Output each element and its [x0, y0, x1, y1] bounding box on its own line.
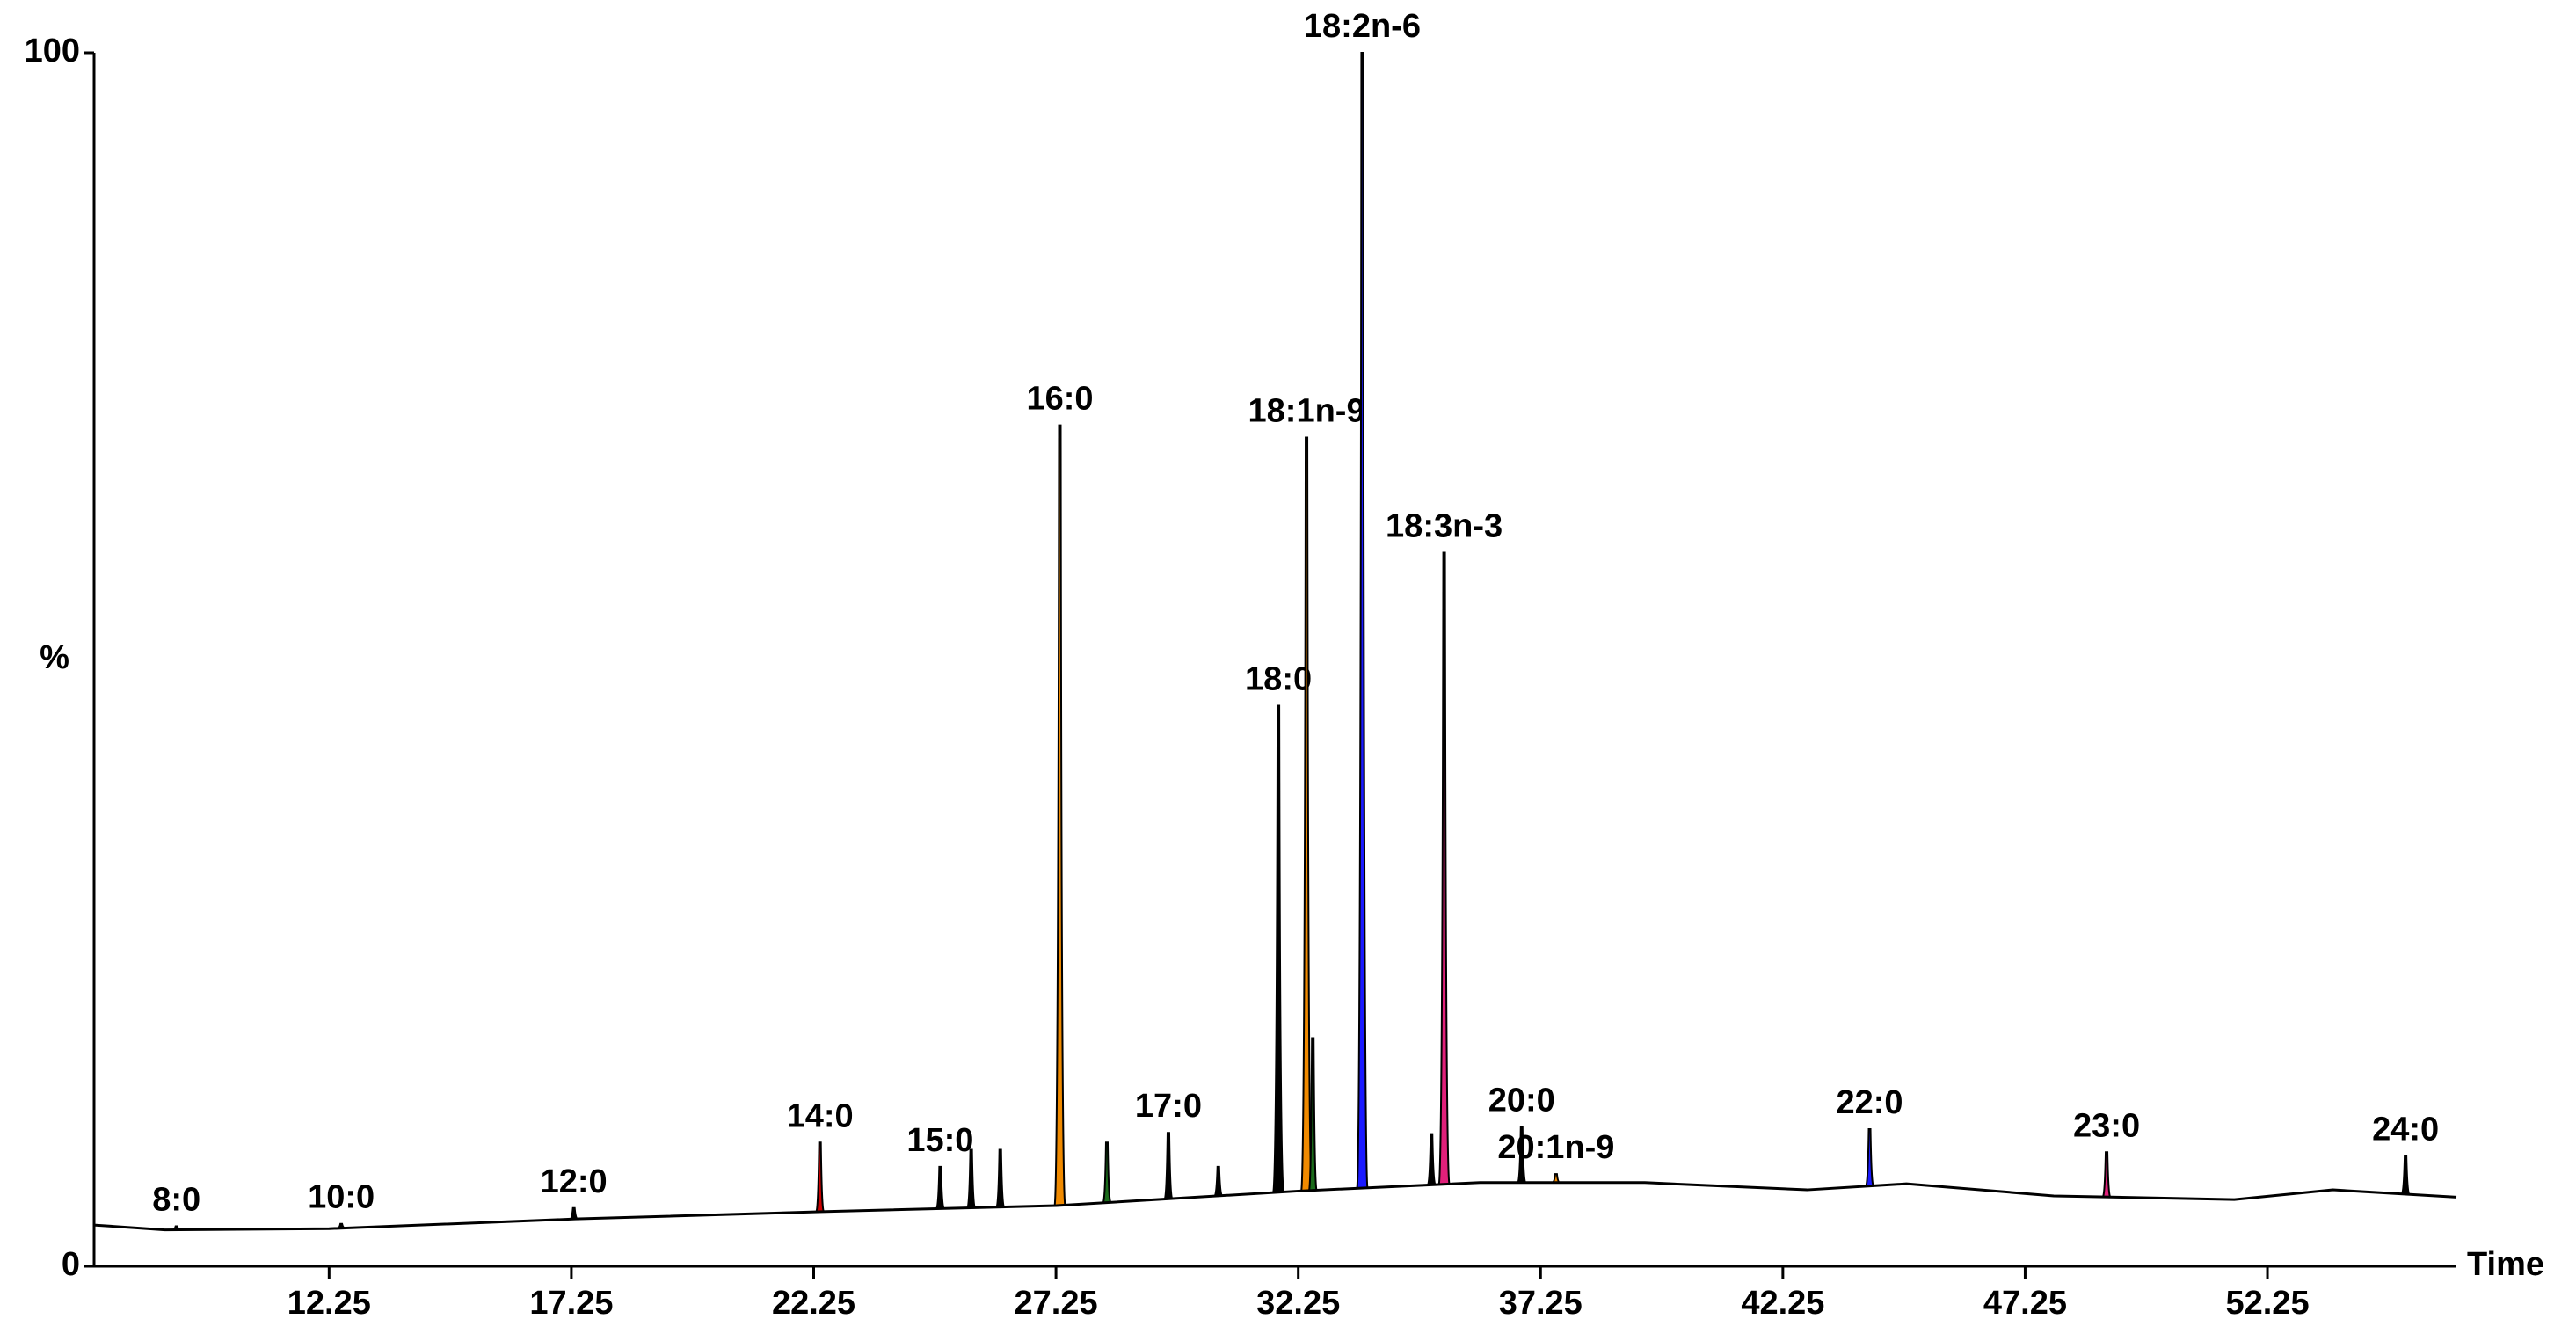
peak-label: 20:1n-9 [1497, 1129, 1614, 1166]
x-tick-label: 27.25 [1015, 1285, 1098, 1322]
peak-label: 16:0 [1026, 381, 1093, 418]
peak-label: 23:0 [2073, 1107, 2140, 1144]
x-tick-label: 12.25 [287, 1285, 371, 1322]
peak-label: 18:3n-3 [1386, 508, 1503, 545]
peak [1517, 1126, 1527, 1184]
y-tick-label: 0 [62, 1246, 80, 1283]
peak-label: 18:0 [1245, 660, 1312, 697]
peak-label: 14:0 [787, 1097, 854, 1134]
peak [569, 1206, 579, 1221]
x-tick-label: 42.25 [1741, 1285, 1824, 1322]
peak [1102, 1141, 1112, 1204]
peak [1437, 551, 1451, 1185]
peak-label: 8:0 [152, 1181, 200, 1218]
x-axis-label: Time [2467, 1246, 2544, 1283]
peak-label: 20:0 [1488, 1082, 1555, 1119]
y-tick-label: 100 [25, 33, 80, 69]
peak [1426, 1133, 1437, 1186]
y-axis-label: % [40, 639, 69, 676]
peak [966, 1148, 977, 1209]
peak-label: 12:0 [541, 1163, 608, 1200]
x-tick-label: 17.25 [529, 1285, 613, 1322]
peak-label: 18:1n-9 [1248, 392, 1365, 429]
peak [815, 1141, 826, 1214]
peak [995, 1148, 1006, 1208]
peak-label: 15:0 [906, 1122, 973, 1159]
peak [1356, 52, 1369, 1190]
peak-label: 10:0 [308, 1179, 375, 1216]
peak-label: 22:0 [1836, 1084, 1903, 1121]
peak-label: 18:2n-6 [1304, 8, 1421, 45]
x-tick-label: 37.25 [1499, 1285, 1583, 1322]
x-tick-label: 22.25 [772, 1285, 855, 1322]
peak [1307, 1037, 1318, 1192]
peak [1299, 436, 1313, 1192]
baseline-trace [93, 1181, 2457, 1232]
x-tick-label: 47.25 [1983, 1285, 2067, 1322]
x-tick-label: 52.25 [2225, 1285, 2309, 1322]
x-tick-label: 32.25 [1256, 1285, 1340, 1322]
peak [1053, 424, 1066, 1207]
peak-label: 24:0 [2372, 1111, 2439, 1148]
peak [935, 1165, 945, 1210]
peak [1213, 1165, 1224, 1198]
peak [2101, 1151, 2112, 1199]
peak [1163, 1132, 1174, 1200]
peak-label: 17:0 [1135, 1088, 1202, 1125]
peak [1272, 704, 1285, 1194]
peak [2400, 1155, 2411, 1196]
peak [1865, 1128, 1874, 1187]
